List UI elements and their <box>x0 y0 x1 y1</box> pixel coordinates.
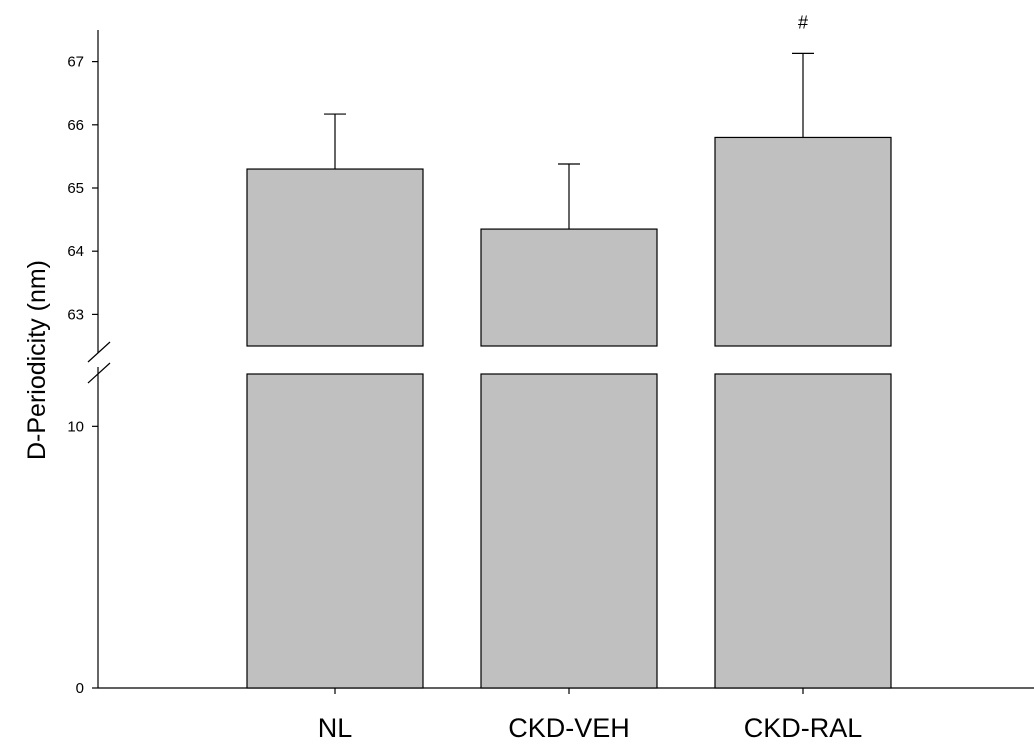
bar <box>246 168 424 347</box>
y-tick-label: 65 <box>67 180 84 197</box>
axis-break-mark <box>87 341 111 363</box>
y-tick-label: 67 <box>67 54 84 71</box>
x-tick-label: NL <box>318 713 353 743</box>
y-tick-label: 63 <box>67 306 84 323</box>
y-axis-label: D-Periodicity (nm) <box>23 260 51 460</box>
bar <box>714 136 892 347</box>
x-tick-label: CKD-RAL <box>744 713 863 743</box>
bar <box>480 228 658 347</box>
bars <box>246 136 892 689</box>
labels: D-Periodicity (nm) NL CKD-VEH CKD-RAL # <box>23 12 862 743</box>
bar <box>246 373 424 689</box>
y-tick-label: 0 <box>76 680 84 697</box>
x-tick-label: CKD-VEH <box>508 713 630 743</box>
y-tick-label: 64 <box>67 243 84 260</box>
axis-break-mark <box>87 362 111 384</box>
error-bars <box>324 52 814 230</box>
bar <box>480 373 658 689</box>
y-tick-label: 10 <box>67 418 84 435</box>
bar <box>714 373 892 689</box>
y-tick-label: 66 <box>67 117 84 134</box>
significance-annotation: # <box>798 12 808 32</box>
